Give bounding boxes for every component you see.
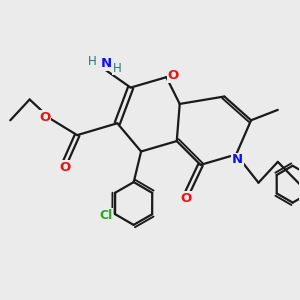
Text: O: O	[59, 161, 70, 174]
Text: Cl: Cl	[100, 209, 113, 222]
Text: O: O	[180, 192, 191, 205]
Text: H: H	[88, 55, 97, 68]
Text: O: O	[167, 69, 178, 82]
Text: H: H	[113, 62, 122, 75]
Text: O: O	[40, 111, 51, 124]
Text: N: N	[101, 57, 112, 70]
Text: N: N	[232, 153, 243, 166]
